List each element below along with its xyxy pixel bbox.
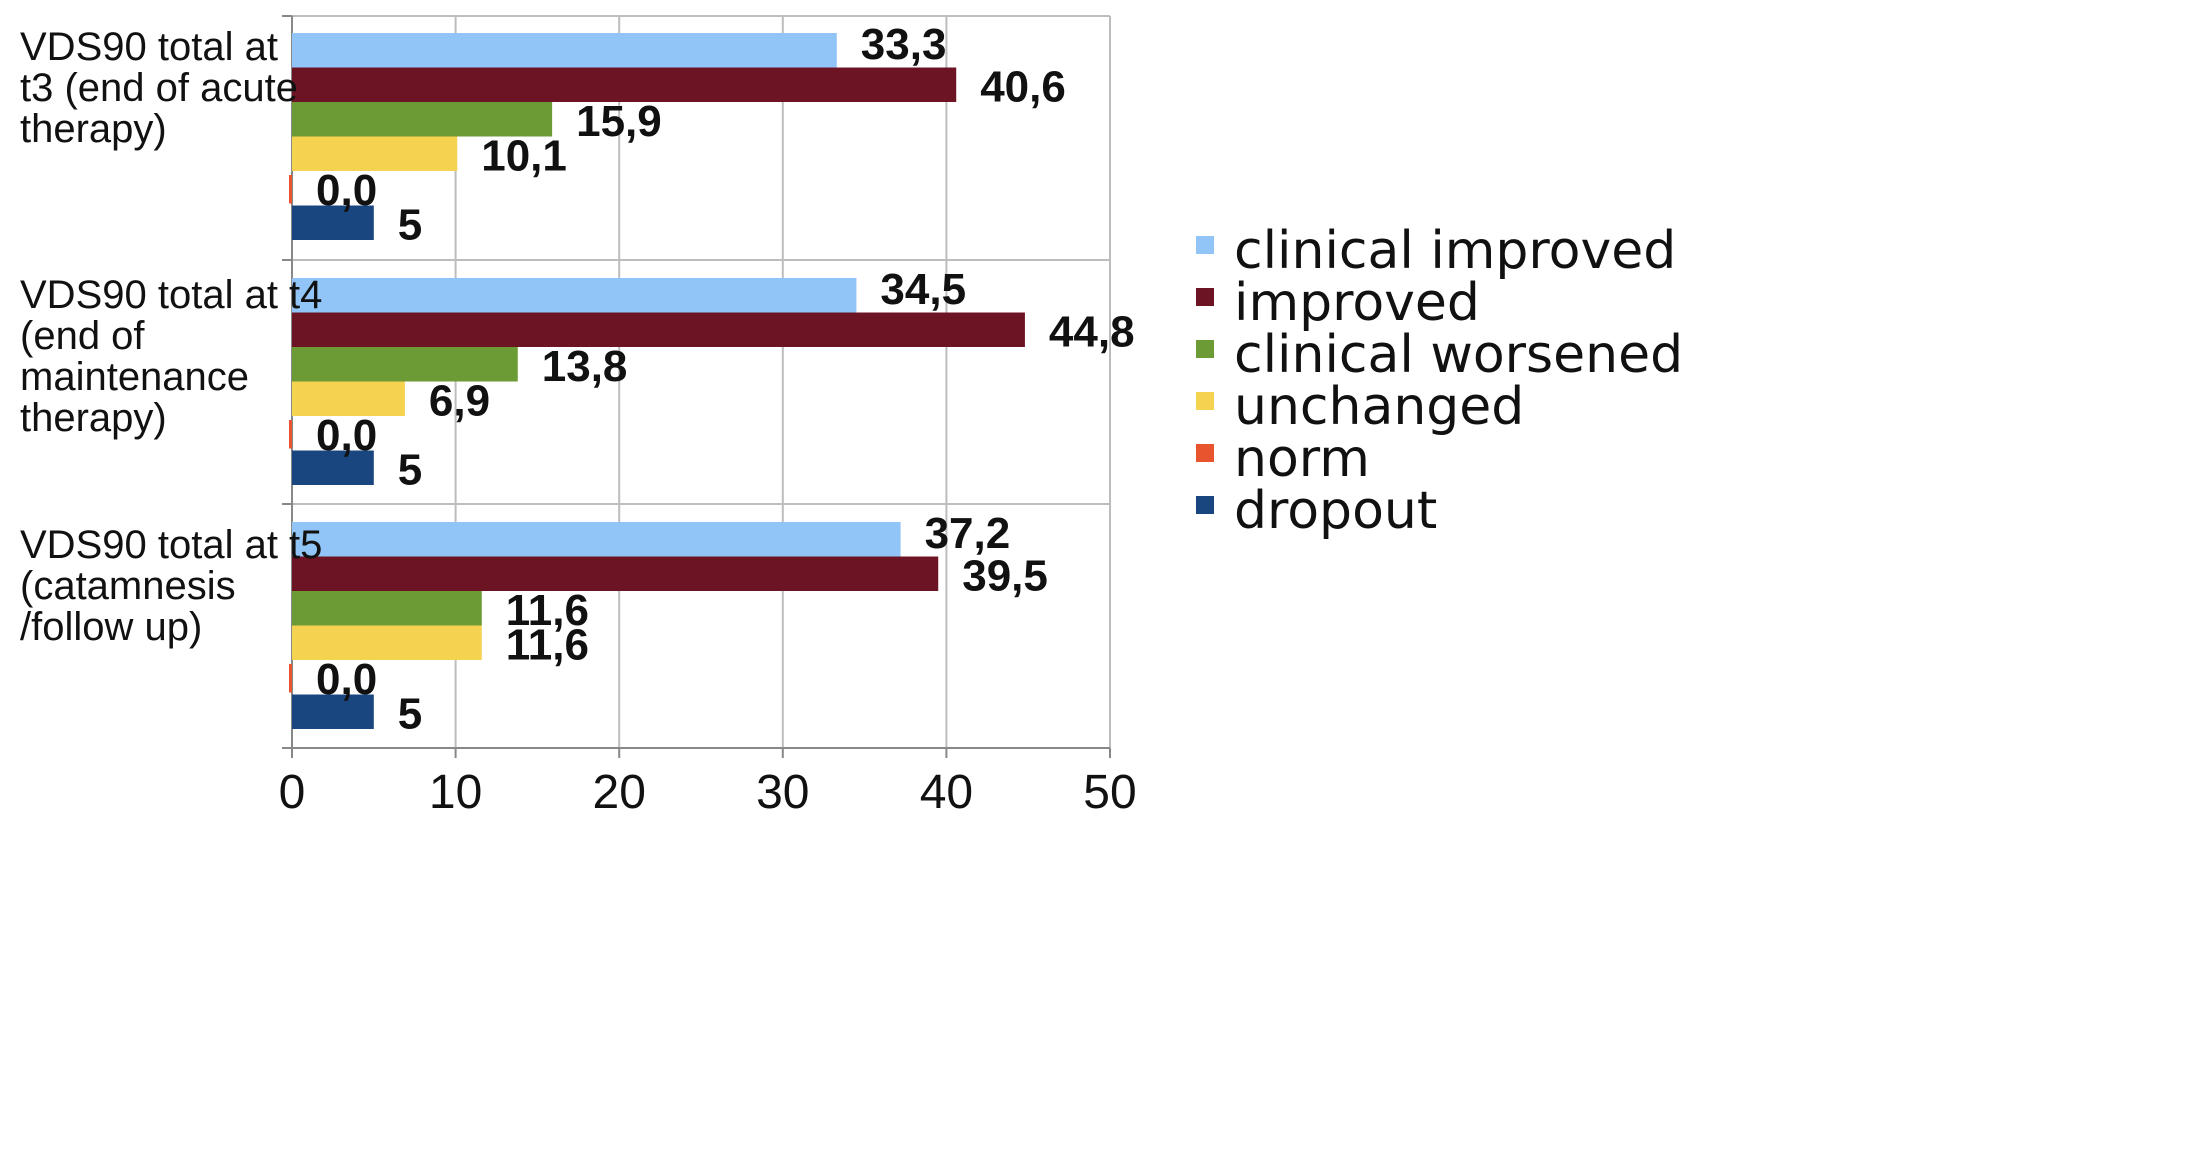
data-label-0-1: 34,5 [880, 265, 966, 314]
bar-2-2 [292, 591, 482, 626]
legend-label-5: dropout [1234, 481, 1437, 541]
bar-3-0 [292, 136, 458, 171]
bar-5-1 [292, 450, 374, 485]
category-label-2-line-2: /follow up) [20, 605, 202, 649]
x-tick-label-40: 40 [920, 766, 973, 819]
category-label-1-line-2: maintenance [20, 355, 249, 399]
data-label-3-2: 11,6 [506, 621, 589, 670]
data-label-3-1: 6,9 [429, 377, 490, 426]
category-label-1-line-3: therapy) [20, 396, 167, 440]
category-label-1-line-0: VDS90 total at t4 [20, 273, 322, 317]
category-label-2-line-0: VDS90 total at t5 [20, 523, 322, 567]
legend-label-3: unchanged [1234, 377, 1524, 437]
legend-label-0: clinical improved [1234, 221, 1676, 281]
x-tick-label-0: 0 [279, 766, 306, 819]
legend-swatch-2 [1196, 340, 1214, 358]
bar-4-0 [289, 175, 292, 204]
category-label-0-line-0: VDS90 total at [20, 25, 278, 69]
data-label-3-0: 10,1 [481, 132, 567, 181]
legend-swatch-3 [1196, 392, 1214, 410]
data-labels: 33,3 34,5 37,2 40,6 44,8 39,5 15,9 13,8 11,6 10,1… [316, 20, 1135, 739]
gridlines [292, 15, 1111, 748]
bar-3-1 [292, 381, 405, 416]
bar-0-2 [292, 522, 901, 557]
x-tick-label-10: 10 [429, 766, 482, 819]
legend-swatch-4 [1196, 444, 1214, 462]
bar-1-1 [292, 312, 1025, 347]
data-label-1-2: 39,5 [962, 552, 1048, 601]
legend-swatch-5 [1196, 496, 1214, 514]
data-label-5-1: 5 [398, 446, 422, 495]
bar-0-0 [292, 33, 837, 68]
bar-1-2 [292, 556, 939, 591]
data-label-4-2: 0,0 [316, 655, 377, 704]
bar-5-2 [292, 694, 374, 729]
data-label-5-0: 5 [398, 201, 422, 250]
x-tick-label-20: 20 [593, 766, 646, 819]
data-label-4-1: 0,0 [316, 411, 377, 460]
data-label-0-2: 37,2 [925, 509, 1011, 558]
x-tick-label-50: 50 [1083, 766, 1136, 819]
data-label-1-0: 40,6 [980, 63, 1066, 112]
bar-4-1 [289, 420, 292, 449]
bar-2-1 [292, 347, 518, 382]
bars [289, 33, 1025, 729]
bar-0-1 [292, 278, 857, 313]
data-label-2-2: 11,6 [506, 586, 589, 635]
bar-1-0 [292, 67, 957, 102]
legend-swatch-1 [1196, 288, 1214, 306]
x-tick-label-30: 30 [756, 766, 809, 819]
category-label-2-line-1: (catamnesis [20, 564, 236, 608]
data-label-5-2: 5 [398, 690, 422, 739]
legend-swatch-0 [1196, 236, 1214, 254]
data-label-1-1: 44,8 [1049, 308, 1135, 357]
category-label-1-line-1: (end of [20, 314, 145, 358]
data-label-0-0: 33,3 [861, 20, 947, 69]
bar-2-0 [292, 102, 553, 137]
data-label-2-1: 13,8 [542, 342, 628, 391]
legend-label-2: clinical worsened [1234, 325, 1683, 385]
bar-3-2 [292, 625, 482, 660]
bar-4-2 [289, 664, 292, 693]
category-label-0-line-2: therapy) [20, 107, 167, 151]
data-label-4-0: 0,0 [316, 166, 377, 215]
category-label-0-line-1: t3 (end of acute [20, 66, 298, 110]
tick-labels: 0 10 20 30 40 50 [279, 766, 1137, 819]
legend-label-4: norm [1234, 429, 1370, 489]
bar-5-0 [292, 205, 374, 240]
data-label-2-0: 15,9 [576, 97, 662, 146]
legend-label-1: improved [1234, 273, 1480, 333]
